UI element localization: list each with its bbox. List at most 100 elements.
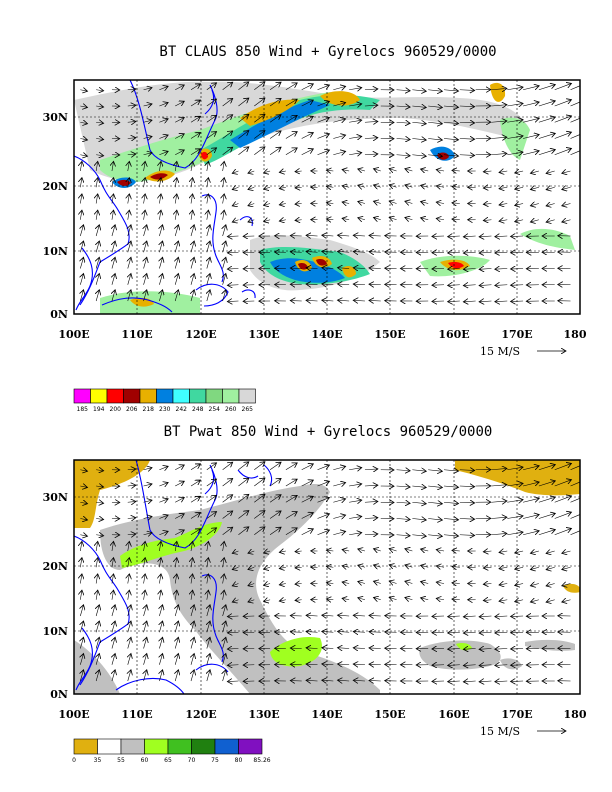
wind-vector bbox=[269, 147, 281, 155]
wind-vector bbox=[491, 517, 506, 518]
wind-vector bbox=[396, 106, 411, 107]
wind-vector bbox=[507, 103, 523, 106]
wind-vector bbox=[389, 597, 397, 599]
wind-vector bbox=[301, 100, 314, 107]
wind-vector bbox=[570, 465, 580, 471]
wind-vector bbox=[338, 680, 350, 681]
wind-vector bbox=[396, 90, 411, 91]
wind-vector bbox=[515, 204, 524, 206]
wind-vector bbox=[428, 535, 442, 537]
wind-vector bbox=[353, 268, 365, 269]
colorbar-swatch bbox=[144, 738, 169, 755]
wind-vector bbox=[396, 122, 411, 123]
wind-vector bbox=[127, 469, 136, 470]
wind-vector bbox=[175, 241, 178, 253]
panel2-map-area bbox=[74, 460, 580, 694]
wind-vector bbox=[269, 131, 281, 139]
wind-vector bbox=[175, 210, 177, 220]
panel1-xtick-140e: 140E bbox=[311, 328, 342, 341]
wind-vector bbox=[238, 147, 248, 155]
wind-vector bbox=[322, 648, 334, 649]
wind-vector bbox=[295, 551, 302, 552]
wind-vector bbox=[342, 598, 350, 599]
wind-vector bbox=[159, 590, 161, 600]
wind-vector bbox=[190, 496, 200, 503]
wind-vector bbox=[342, 202, 350, 203]
wind-vector bbox=[523, 531, 539, 536]
wind-vector bbox=[143, 120, 152, 122]
wind-vector bbox=[206, 99, 217, 107]
wind-vector bbox=[80, 670, 83, 682]
wind-vector bbox=[232, 204, 239, 206]
wind-vector bbox=[342, 170, 350, 171]
wind-vector bbox=[207, 178, 209, 188]
wind-vector bbox=[538, 481, 555, 487]
panel1-frame bbox=[73, 79, 581, 315]
wind-vector bbox=[459, 470, 475, 471]
wind-vector bbox=[373, 201, 381, 203]
colorbar-label: 65 bbox=[164, 757, 172, 764]
wind-vector bbox=[227, 285, 239, 286]
wind-vector bbox=[248, 171, 255, 173]
wind-vector bbox=[364, 534, 378, 535]
wind-vector bbox=[159, 135, 168, 138]
wind-vector bbox=[227, 269, 239, 270]
wind-vector bbox=[301, 149, 314, 156]
wind-vector bbox=[223, 541, 225, 552]
wind-vector bbox=[358, 218, 366, 220]
wind-vector bbox=[373, 565, 381, 567]
wind-vector bbox=[491, 533, 506, 534]
wind-vector bbox=[96, 225, 99, 237]
wind-vector bbox=[436, 582, 445, 583]
wind-vector bbox=[112, 178, 114, 188]
colorbar-swatch bbox=[222, 388, 240, 404]
wind-vector bbox=[554, 480, 572, 487]
wind-vector bbox=[405, 565, 413, 567]
wind-vector bbox=[421, 582, 429, 584]
wind-vector bbox=[349, 516, 362, 518]
wind-vector bbox=[452, 203, 460, 204]
panel2-y-ticks: 0N 10N 20N 30N bbox=[43, 491, 68, 701]
wind-vector bbox=[326, 203, 334, 204]
wind-vector bbox=[248, 567, 255, 569]
wind-vector bbox=[338, 648, 350, 649]
wind-vector bbox=[428, 90, 442, 92]
wind-vector bbox=[523, 102, 539, 107]
wind-vector bbox=[546, 551, 555, 553]
wind-vector bbox=[479, 616, 492, 617]
wind-vector bbox=[396, 502, 411, 503]
wind-vector bbox=[96, 590, 98, 600]
wind-vector bbox=[349, 120, 362, 122]
wind-vector bbox=[269, 115, 281, 123]
wind-vector bbox=[96, 654, 99, 665]
wind-vector bbox=[207, 637, 210, 649]
wind-vector bbox=[223, 574, 225, 584]
wind-vector bbox=[396, 139, 411, 140]
wind-vector bbox=[421, 565, 429, 567]
wind-vector bbox=[80, 122, 87, 123]
wind-vector bbox=[127, 138, 136, 139]
wind-vector bbox=[443, 155, 459, 156]
wind-vector bbox=[495, 236, 508, 237]
wind-vector bbox=[207, 194, 209, 204]
wind-vector bbox=[206, 495, 217, 503]
wind-vector bbox=[223, 670, 226, 682]
wind-vector bbox=[479, 649, 492, 650]
wind-vector bbox=[254, 462, 265, 470]
wind-vector bbox=[338, 235, 350, 236]
wind-vector bbox=[499, 204, 508, 205]
wind-vector bbox=[483, 171, 492, 172]
wind-vector bbox=[128, 257, 131, 269]
wind-vector bbox=[159, 670, 162, 682]
wind-vector bbox=[206, 148, 217, 155]
wind-vector bbox=[306, 252, 318, 253]
wind-vector bbox=[96, 605, 99, 617]
wind-vector bbox=[364, 469, 378, 470]
wind-vector bbox=[143, 88, 152, 90]
wind-vector bbox=[190, 116, 200, 123]
wind-vector bbox=[232, 584, 239, 586]
wind-vector bbox=[222, 495, 233, 503]
wind-vector bbox=[222, 115, 233, 123]
wind-vector bbox=[333, 86, 345, 89]
wind-vector bbox=[428, 155, 442, 157]
